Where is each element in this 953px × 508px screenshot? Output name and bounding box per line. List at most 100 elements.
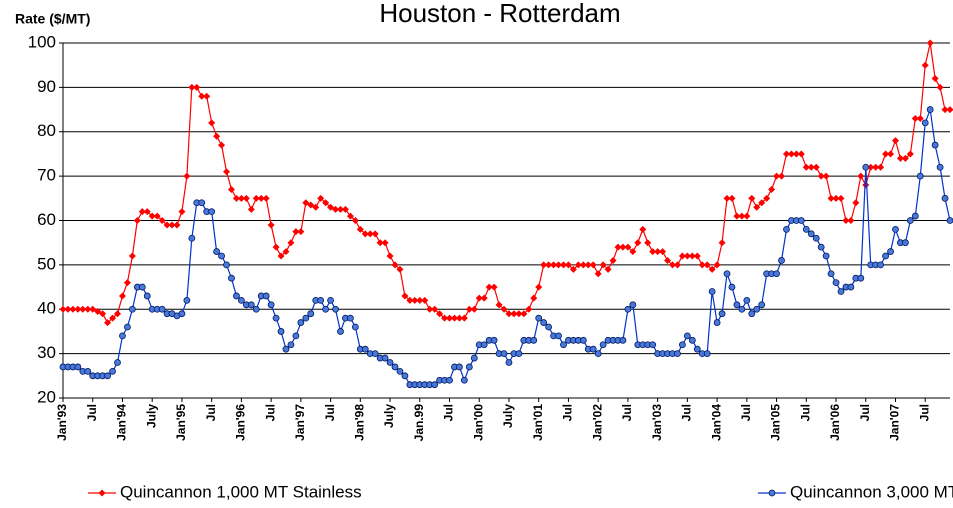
data-point [242,194,250,202]
data-point [718,310,726,318]
data-point [797,150,805,158]
data-point [560,341,567,349]
data-point [758,301,766,309]
data-point [223,168,231,176]
data-point [138,283,146,291]
data-point [713,319,721,326]
data-point [857,172,865,180]
data-point [456,363,463,371]
data-point [634,239,642,247]
data-point [178,310,186,318]
data-point [693,345,701,353]
data-point [837,288,845,295]
data-point [946,217,953,224]
data-point [728,283,736,291]
data-point [649,341,657,349]
x-tick-label: Jul [680,404,694,421]
data-point [465,363,473,371]
data-point [540,261,548,269]
data-point [282,345,290,353]
data-point [227,185,235,193]
x-tick-label: Jan'04 [709,404,723,441]
data-point [252,305,260,313]
data-point [579,336,587,344]
data-point [104,372,111,380]
data-point [247,301,255,309]
data-point [921,61,929,69]
data-point [703,350,711,358]
data-point [946,106,953,114]
y-tick-label: 100 [28,32,56,51]
data-point [550,261,558,269]
data-point [555,332,562,340]
data-point [896,154,904,162]
data-point [693,252,701,260]
data-point [792,150,800,158]
data-point [138,208,146,216]
data-point [753,305,761,313]
data-point [158,217,166,224]
data-point [882,150,890,158]
data-point [569,265,577,273]
data-point [69,305,77,313]
data-point [654,248,662,256]
data-point [406,296,414,304]
data-point [391,261,399,269]
data-point [703,261,711,269]
data-point [629,301,637,309]
data-point [257,194,265,202]
data-point [277,252,285,260]
x-tick-label: Jul [858,404,872,421]
data-point [228,274,235,282]
data-point [941,194,949,202]
data-point [208,208,216,216]
data-point [272,314,280,322]
data-point [842,217,850,224]
data-point [594,350,602,358]
data-point [723,270,731,278]
data-point [644,239,652,247]
data-point [346,212,354,220]
legend-label: Quincannon 1,000 MT Stainless [120,482,362,501]
data-point [728,194,736,202]
data-point [322,199,330,207]
y-axis-label: Rate ($/MT) [15,11,90,27]
data-point [535,314,543,322]
data-point [758,199,766,207]
data-point [891,137,899,145]
data-point [936,163,944,171]
data-point [480,294,488,302]
data-point [743,296,751,304]
data-point [629,248,637,256]
data-point [203,92,211,100]
data-point [128,305,136,313]
x-tick-label: Jan'03 [650,404,664,441]
x-tick-label: July [144,404,158,428]
data-point [446,376,453,384]
data-point [64,305,72,313]
data-point [649,248,657,256]
data-point [723,194,731,202]
y-tick-label: 90 [37,77,56,96]
data-point [659,248,667,256]
data-point [609,256,617,264]
data-point [698,261,706,269]
data-point [223,261,230,269]
data-point [441,314,449,322]
data-point [470,354,478,362]
data-point [347,314,354,322]
data-point [446,314,454,322]
chart-title: Houston - Rotterdam [379,0,620,28]
data-point [545,323,553,331]
data-point [188,83,196,91]
data-point [738,305,746,313]
data-point [114,310,122,318]
data-point [882,252,889,260]
data-point [317,296,325,304]
data-point [292,332,300,340]
data-point [911,212,919,220]
data-point [272,243,280,251]
y-tick-label: 40 [37,299,56,318]
data-point [208,119,216,127]
